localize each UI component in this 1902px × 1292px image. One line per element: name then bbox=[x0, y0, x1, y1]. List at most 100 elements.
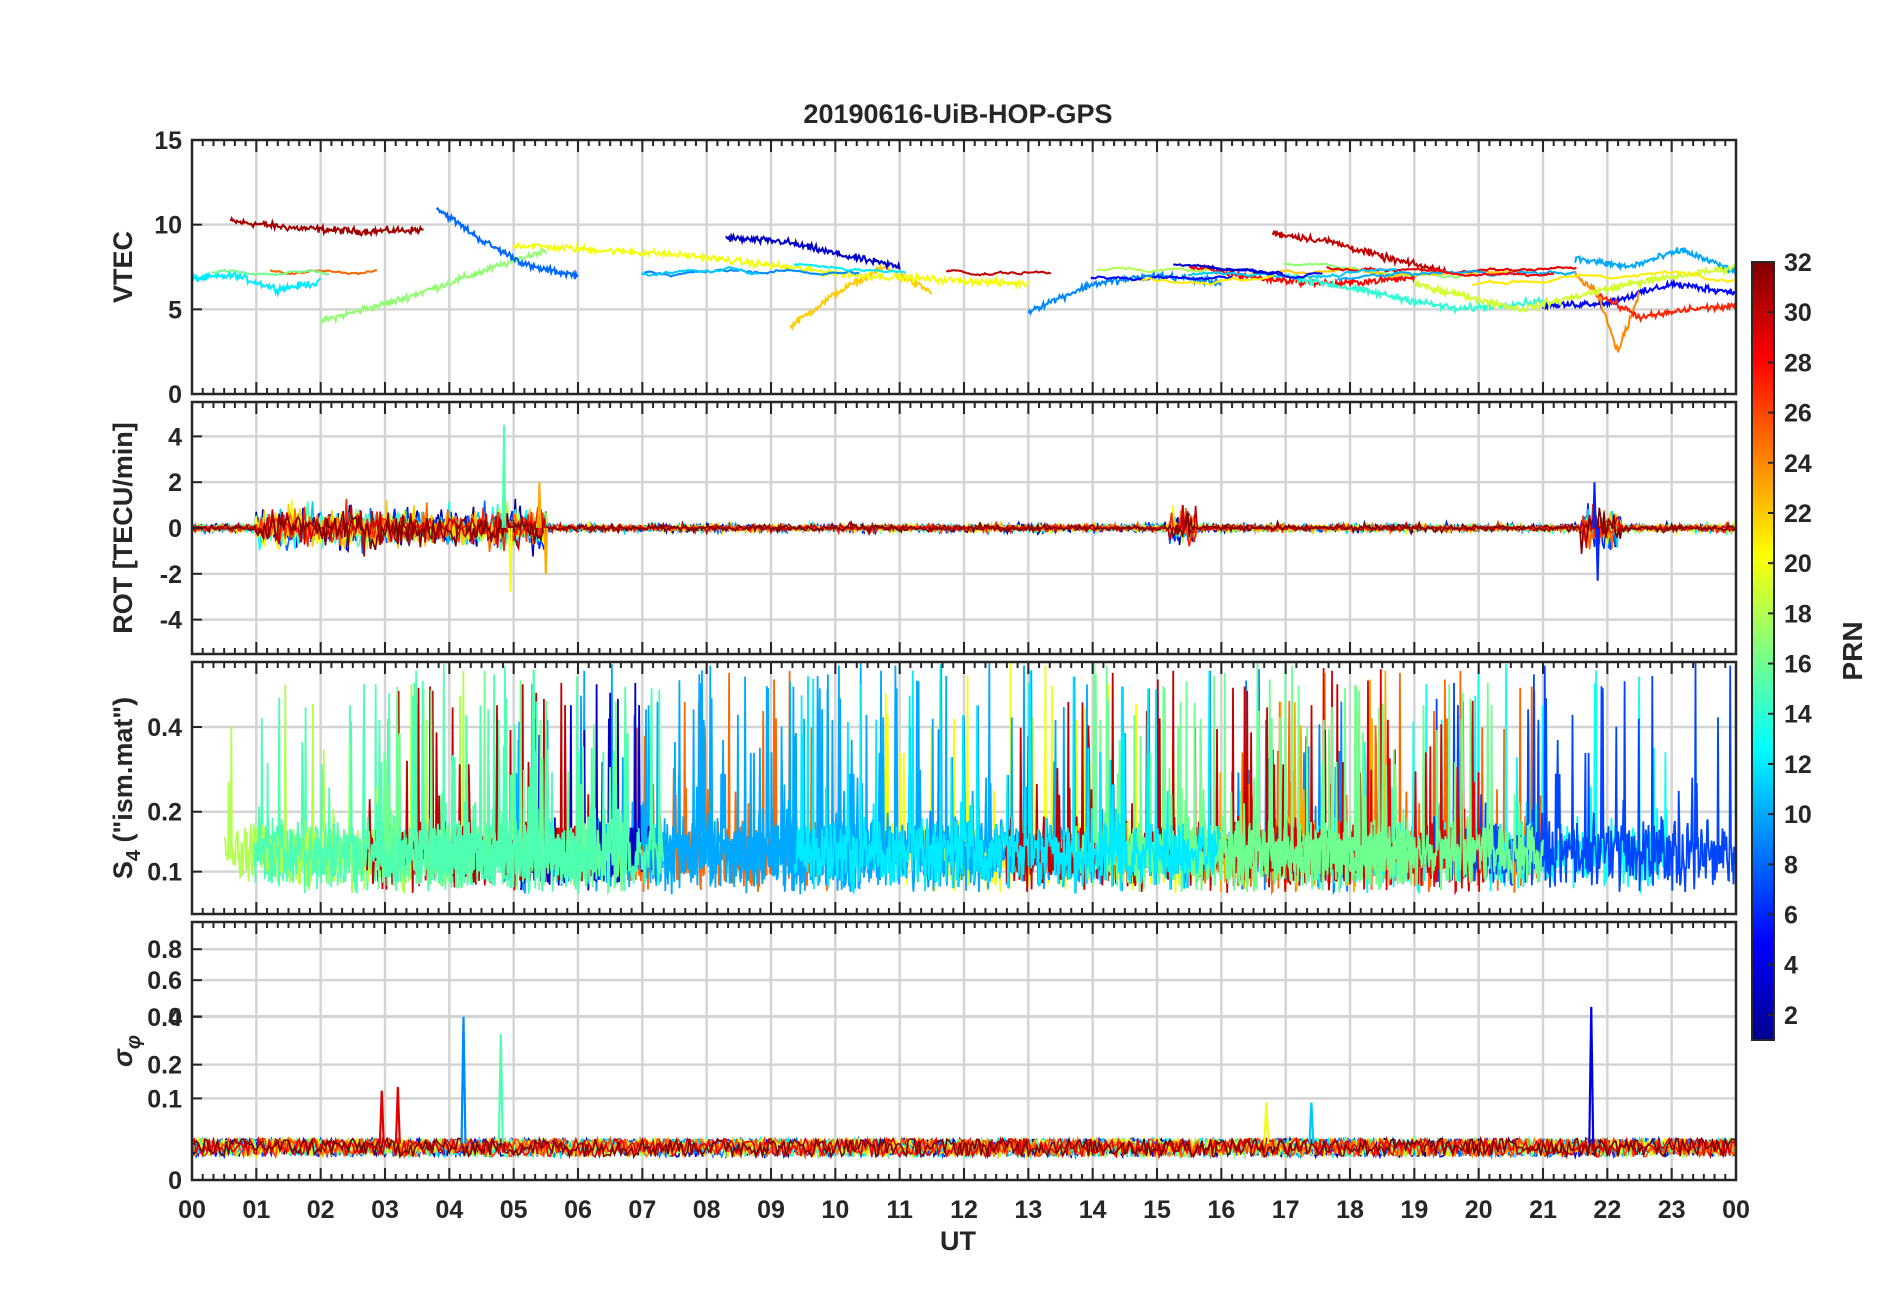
x-tick-label: 09 bbox=[757, 1196, 785, 1224]
y-tick-label: 0.4 bbox=[147, 714, 182, 742]
colorbar-tick-label: 22 bbox=[1784, 500, 1812, 528]
x-tick-label: 03 bbox=[371, 1196, 399, 1224]
vtec-series-prn-12 bbox=[192, 268, 321, 298]
sigma-spike bbox=[1263, 1102, 1270, 1144]
colorbar-tick-label: 12 bbox=[1784, 751, 1812, 779]
x-tick-label: 11 bbox=[886, 1196, 913, 1224]
y-tick-label: 15 bbox=[154, 127, 182, 155]
sigma-spike bbox=[1588, 1006, 1595, 1144]
y-axis-label: S4 ("ism.mat") bbox=[108, 697, 145, 879]
sigma-series-prn-29 bbox=[192, 1135, 1736, 1160]
y-tick-label: 10 bbox=[154, 212, 182, 240]
colorbar-tick-label: 10 bbox=[1784, 801, 1812, 829]
rot-spike bbox=[501, 424, 507, 529]
colorbar-tick-label: 8 bbox=[1784, 851, 1798, 879]
colorbar-tick-label: 30 bbox=[1784, 299, 1812, 327]
series-group bbox=[192, 206, 1736, 353]
panel-S4: 00.10.20.4S4 ("ism.mat") bbox=[108, 660, 1738, 1031]
x-tick-label: 13 bbox=[1014, 1196, 1042, 1224]
y-tick-label: 0 bbox=[168, 381, 182, 409]
y-tick-label: 4 bbox=[168, 423, 182, 451]
y-tick-label: 0.1 bbox=[147, 1085, 182, 1113]
series-group bbox=[192, 1006, 1736, 1161]
vtec-series-prn-21 bbox=[1471, 270, 1736, 286]
x-tick-label: 01 bbox=[242, 1196, 270, 1224]
vtec-series-prn-17 bbox=[319, 247, 547, 325]
colorbar-tick-label: 2 bbox=[1784, 1002, 1798, 1030]
x-tick-label: 00 bbox=[1722, 1196, 1750, 1224]
x-tick-label: 15 bbox=[1143, 1196, 1171, 1224]
vtec-series-prn-27 bbox=[1593, 291, 1736, 324]
y-axis-label: VTEC bbox=[108, 231, 138, 303]
y-tick-label: 0 bbox=[168, 515, 182, 543]
vtec-series-prn-8 bbox=[435, 206, 579, 280]
colorbar-tick-label: 28 bbox=[1784, 349, 1812, 377]
rot-series-prn-32 bbox=[192, 507, 1736, 554]
vtec-series-prn-24 bbox=[1574, 270, 1641, 353]
colorbar-tick-label: 32 bbox=[1784, 249, 1812, 277]
rot-spike bbox=[1595, 527, 1600, 581]
s4-series-prn-10 bbox=[780, 662, 1105, 895]
panel-ROT: -4 -2 0 2 4 ROT [TECU/min] bbox=[108, 400, 1738, 656]
x-tick-label: 19 bbox=[1400, 1196, 1428, 1224]
x-tick-label: 18 bbox=[1336, 1196, 1364, 1224]
x-tick-label: 04 bbox=[435, 1196, 463, 1224]
x-tick-label: 16 bbox=[1207, 1196, 1235, 1224]
vtec-series-prn-30 bbox=[945, 269, 1052, 277]
sigma-spike bbox=[394, 1086, 401, 1144]
rot-spike bbox=[1180, 505, 1186, 529]
rot-spike bbox=[508, 527, 513, 593]
colorbar-gradient bbox=[1751, 261, 1775, 1041]
sigma-spike bbox=[378, 1090, 385, 1144]
colorbar-tick-label: 18 bbox=[1784, 600, 1812, 628]
rot-spike bbox=[543, 527, 549, 574]
vtec-series-prn-25 bbox=[269, 268, 378, 276]
vtec-series-prn-21 bbox=[1141, 274, 1274, 286]
vtec-series-prn-16 bbox=[211, 268, 330, 276]
vtec-series-prn-5 bbox=[1090, 275, 1233, 282]
x-tick-labels: 00 01 02 03 04 05 06 07 08 09 10 11 12 13 14 15 16 17 18 19… bbox=[178, 1196, 1750, 1224]
x-tick-label: 02 bbox=[307, 1196, 335, 1224]
x-tick-label: 05 bbox=[500, 1196, 528, 1224]
series-group bbox=[223, 662, 1736, 896]
panels: 0 5 10 15 VTEC -4 -2 0 2 4 ROT [TECU/min] 0 0.1 0.2 0.… bbox=[108, 127, 1738, 1195]
vtec-series-prn-30 bbox=[1271, 229, 1448, 275]
vtec-series-prn-3 bbox=[1172, 263, 1284, 276]
x-tick-label: 20 bbox=[1465, 1196, 1493, 1224]
vtec-series-prn-28 bbox=[1432, 269, 1555, 278]
y-tick-label: 0.4 bbox=[147, 1004, 182, 1032]
vtec-series-prn-31 bbox=[229, 215, 424, 238]
x-tick-label: 14 bbox=[1079, 1196, 1107, 1224]
colorbar-tick-label: 4 bbox=[1784, 952, 1798, 980]
y-tick-label: 0.6 bbox=[147, 967, 182, 995]
x-tick-label: 00 bbox=[178, 1196, 206, 1224]
x-tick-label: 12 bbox=[950, 1196, 978, 1224]
s4-series-prn-15 bbox=[256, 664, 665, 894]
x-tick-label: 08 bbox=[693, 1196, 721, 1224]
sigma-spike bbox=[1308, 1102, 1315, 1144]
sigma-series-prn-32 bbox=[192, 1135, 1736, 1160]
y-tick-label: -4 bbox=[160, 607, 182, 635]
vtec-series-prn-10 bbox=[1574, 247, 1736, 276]
vtec-series-prn-3 bbox=[725, 232, 901, 271]
series-group bbox=[192, 424, 1736, 593]
rot-spike bbox=[1592, 482, 1597, 529]
y-tick-label: 0.2 bbox=[147, 799, 182, 827]
y-tick-label: 0.8 bbox=[147, 936, 182, 964]
x-tick-label: 10 bbox=[821, 1196, 849, 1224]
colorbar-tick-label: 14 bbox=[1784, 701, 1812, 729]
vtec-series-prn-20 bbox=[512, 241, 1030, 291]
s4-series-prn-16 bbox=[1071, 662, 1414, 893]
y-tick-label: 0 bbox=[168, 1003, 182, 1031]
s4-series-prn-15 bbox=[415, 680, 593, 896]
sigma-spike bbox=[497, 1034, 504, 1144]
panel-sigma_phi: 0 0.1 0.2 0.4 0.6 0.8 σφ bbox=[108, 920, 1738, 1195]
x-tick-label: 22 bbox=[1593, 1196, 1621, 1224]
vtec-series-prn-14 bbox=[1284, 271, 1544, 316]
x-tick-label: 23 bbox=[1658, 1196, 1686, 1224]
x-tick-label: 21 bbox=[1529, 1196, 1557, 1224]
y-tick-label: 0.1 bbox=[147, 859, 182, 887]
x-tick-label: 07 bbox=[628, 1196, 656, 1224]
vtec-series-prn-18 bbox=[1096, 266, 1210, 273]
